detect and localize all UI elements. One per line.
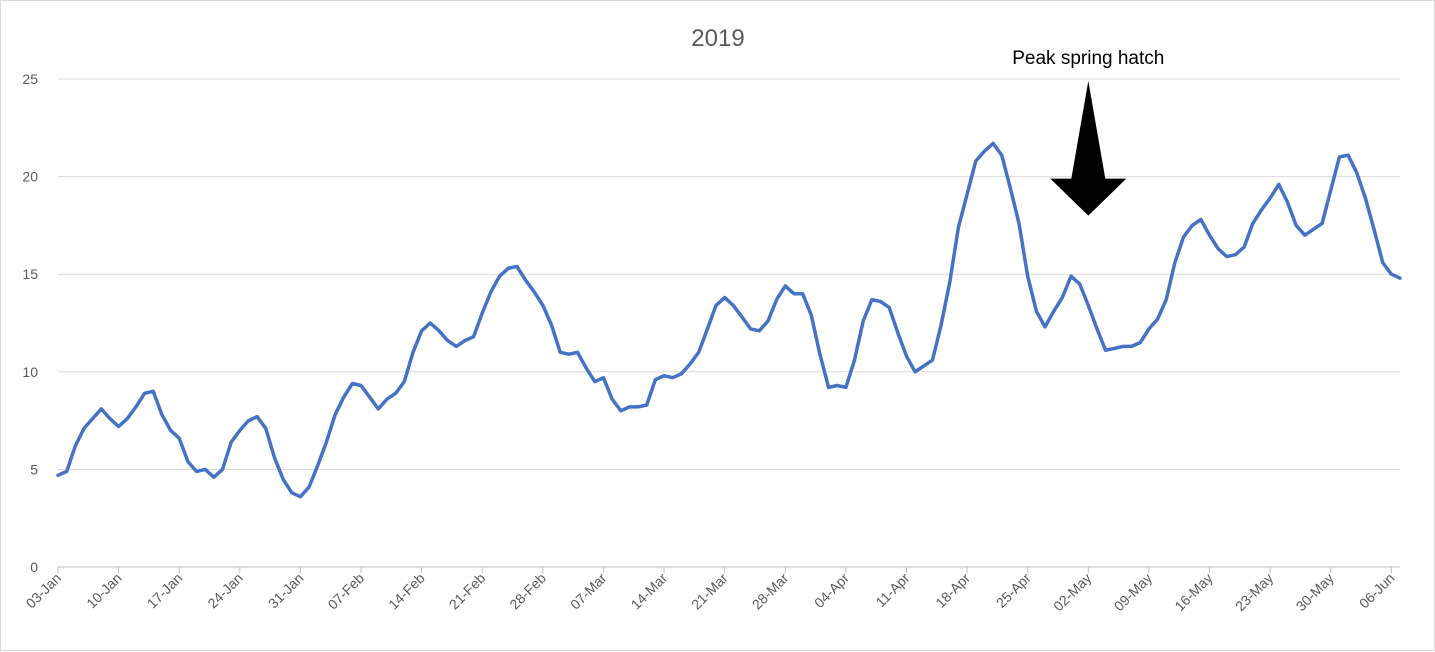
x-tick-label: 03-Jan	[23, 570, 65, 612]
x-tick-label: 30-May	[1293, 570, 1337, 614]
x-tick-label: 21-Feb	[446, 570, 489, 613]
y-tick-label: 25	[22, 71, 38, 87]
x-tick-label: 25-Apr	[993, 570, 1034, 611]
x-axis: 03-Jan 10-Jan 17-Jan 24-Jan 31-Jan 07-Feb 14-F…	[23, 567, 1398, 614]
gridlines	[58, 78, 1400, 568]
x-tick-label: 31-Jan	[265, 570, 307, 612]
x-tick-label: 28-Mar	[749, 570, 792, 613]
x-tick-label: 09-May	[1111, 570, 1155, 614]
x-tick-label: 17-Jan	[144, 570, 186, 612]
x-tick-label: 04-Apr	[811, 570, 852, 611]
annotation-layer: Peak spring hatch	[1012, 48, 1164, 216]
x-tick-label: 06-Jun	[1356, 570, 1398, 612]
y-tick-label: 10	[22, 364, 38, 380]
series-layer	[56, 141, 1402, 499]
y-axis: 0 5 10 15 20 25	[22, 71, 38, 575]
x-tick-label: 02-May	[1050, 570, 1094, 614]
x-tick-label: 07-Mar	[567, 570, 610, 613]
x-tick-label: 10-Jan	[83, 570, 125, 612]
x-tick-label: 18-Apr	[932, 570, 973, 611]
series-line	[56, 141, 1402, 499]
x-tick-label: 16-May	[1171, 570, 1215, 614]
x-tick-label: 23-May	[1232, 570, 1276, 614]
y-tick-label: 20	[22, 169, 38, 185]
x-tick-label: 07-Feb	[324, 570, 367, 613]
x-tick-label: 28-Feb	[506, 570, 549, 613]
x-tick-label: 11-Apr	[872, 570, 913, 611]
x-tick-label: 24-Jan	[204, 570, 246, 612]
chart-title: 2019	[691, 25, 744, 52]
y-tick-label: 15	[22, 266, 38, 282]
y-tick-label: 0	[30, 559, 38, 575]
x-tick-label: 14-Feb	[385, 570, 428, 613]
x-tick-label: 14-Mar	[628, 570, 671, 613]
annotation-text: Peak spring hatch	[1012, 48, 1164, 69]
x-tick-label: 21-Mar	[688, 570, 731, 613]
annotation-arrow	[1050, 81, 1127, 216]
y-tick-label: 5	[30, 461, 38, 477]
